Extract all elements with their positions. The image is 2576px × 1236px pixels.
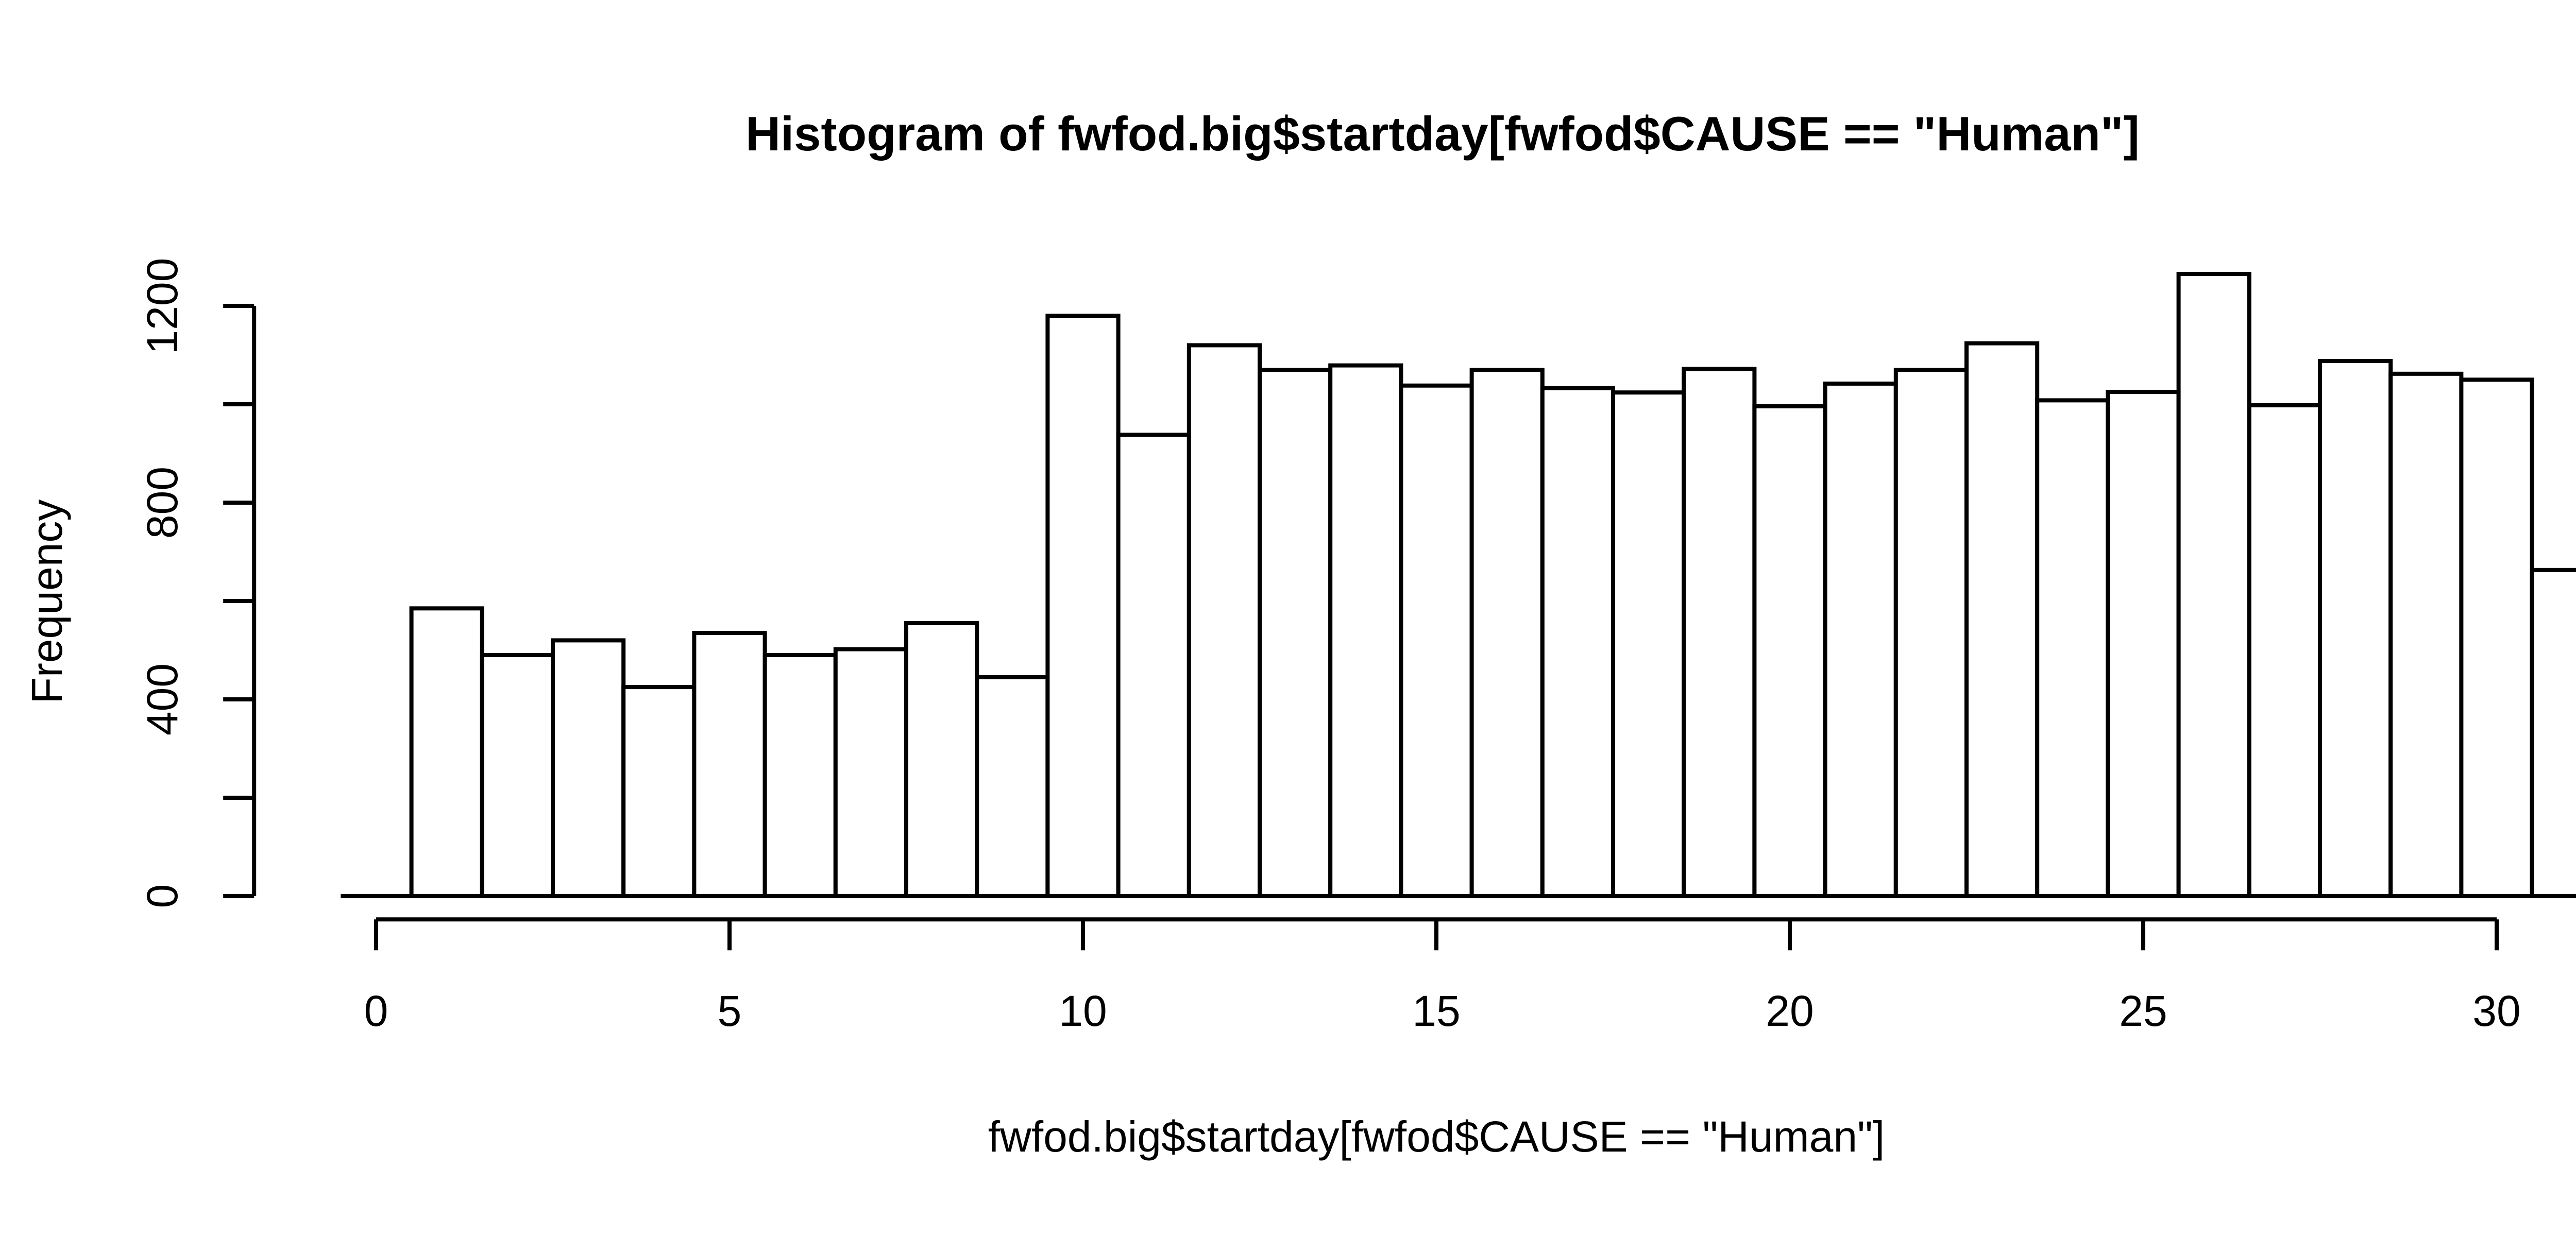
histogram-bar <box>1682 367 1757 898</box>
histogram-bar <box>1187 343 1262 898</box>
x-tick-label: 0 <box>364 987 388 1035</box>
histogram-bar <box>2035 398 2110 898</box>
histogram-bar <box>1823 381 1898 898</box>
y-axis-label: Frequency <box>23 500 71 704</box>
y-tick-label: 1200 <box>138 258 187 354</box>
histogram-bar <box>2247 403 2322 898</box>
histogram-bar <box>2530 568 2576 898</box>
x-tick-label: 10 <box>1059 987 1107 1035</box>
y-tick-label: 0 <box>138 884 187 908</box>
histogram-bar <box>904 621 979 898</box>
plot-axes: 0 400 800 1200 0 5 10 15 20 25 30 <box>138 258 2521 1035</box>
x-tick-label: 15 <box>1412 987 1460 1035</box>
x-tick-label: 20 <box>1766 987 1814 1035</box>
histogram-bar <box>1469 368 1545 898</box>
histogram-bar <box>1611 390 1686 898</box>
y-tick-label: 400 <box>138 663 187 735</box>
x-axis-label: fwfod.big$startday[fwfod$CAUSE == "Human… <box>988 1112 1885 1161</box>
histogram-bar <box>1045 314 1121 898</box>
histogram-bar <box>2318 358 2393 899</box>
histogram-bar <box>2388 371 2464 898</box>
histogram-bar <box>409 606 484 898</box>
histogram-bar <box>480 653 555 899</box>
histogram-bar <box>1964 341 2040 899</box>
y-tick-label: 800 <box>138 467 187 539</box>
x-tick-label: 25 <box>2119 987 2167 1035</box>
histogram-bar <box>2176 271 2251 898</box>
histogram-bar <box>1893 368 1969 898</box>
histogram-bar <box>833 647 909 898</box>
histogram-bar <box>1258 368 1333 898</box>
histogram-bar <box>551 638 626 899</box>
histogram-bar <box>1540 386 1616 898</box>
histogram-bar <box>1116 433 1191 898</box>
plot-title: Histogram of fwfod.big$startday[fwfod$CA… <box>745 107 2140 161</box>
histogram-bar <box>1328 363 1403 898</box>
histogram-bar <box>2106 390 2181 898</box>
histogram-bar <box>621 685 697 898</box>
histogram-bar <box>975 675 1050 899</box>
x-tick-label: 5 <box>718 987 742 1035</box>
histogram-bar <box>1399 383 1474 898</box>
histogram-bar <box>762 653 838 899</box>
histogram-bar <box>692 631 767 898</box>
histogram-bar <box>2459 377 2534 898</box>
x-tick-label: 30 <box>2472 987 2520 1035</box>
histogram-bar <box>1752 404 1827 898</box>
histogram-bars <box>341 271 2576 899</box>
